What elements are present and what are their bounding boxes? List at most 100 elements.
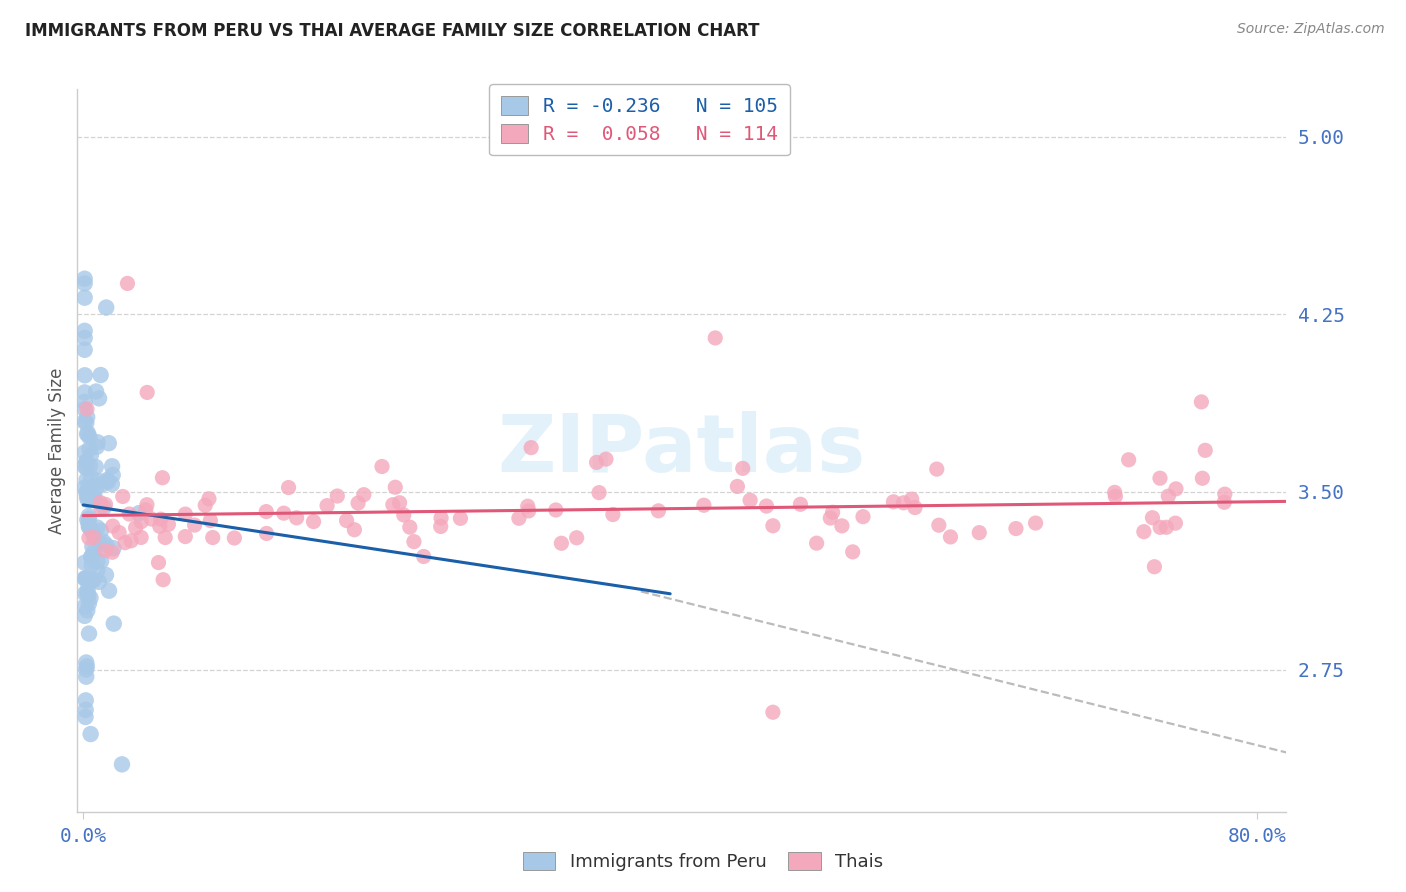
Point [73, 459, 96, 474]
Point [939, 530, 962, 544]
Point [1189, 395, 1212, 409]
Point [740, 493, 762, 508]
Point [520, 441, 543, 455]
Point [1191, 471, 1213, 485]
Point [83, 530, 105, 544]
Point [1104, 485, 1126, 500]
Point [75, 454, 97, 468]
Legend: R = -0.236   N = 105, R =  0.058   N = 114: R = -0.236 N = 105, R = 0.058 N = 114 [489, 85, 790, 155]
Point [94, 543, 117, 558]
Point [76, 513, 98, 527]
Point [77, 597, 100, 611]
Point [97, 475, 120, 489]
Point [90, 477, 112, 491]
Point [152, 573, 174, 587]
Point [82, 524, 104, 539]
Point [84, 492, 107, 507]
Text: Source: ZipAtlas.com: Source: ZipAtlas.com [1237, 22, 1385, 37]
Point [585, 455, 607, 469]
Point [114, 535, 136, 549]
Point [108, 525, 131, 540]
Point [136, 498, 159, 512]
Point [1213, 487, 1236, 501]
Point [77, 516, 100, 530]
Point [762, 705, 785, 719]
Point [103, 541, 125, 556]
Point [402, 534, 425, 549]
Point [1133, 524, 1156, 539]
Point [731, 461, 754, 475]
Point [87, 474, 110, 488]
Point [86, 520, 108, 534]
Point [392, 508, 415, 522]
Point [76, 603, 98, 617]
Point [762, 518, 785, 533]
Point [76, 402, 98, 417]
Point [73, 402, 96, 417]
Point [77, 588, 100, 602]
Point [76, 461, 98, 475]
Point [75, 572, 97, 586]
Point [1104, 489, 1126, 503]
Point [77, 481, 100, 495]
Point [429, 519, 451, 533]
Point [93, 500, 115, 515]
Point [336, 514, 359, 528]
Point [704, 331, 727, 345]
Point [90, 524, 112, 538]
Point [79, 458, 101, 473]
Point [83, 573, 105, 587]
Point [806, 536, 828, 550]
Point [76, 582, 98, 597]
Point [852, 509, 875, 524]
Point [1213, 495, 1236, 509]
Point [693, 498, 716, 512]
Point [925, 462, 948, 476]
Point [1157, 489, 1180, 503]
Point [516, 500, 538, 514]
Point [124, 521, 146, 535]
Point [1194, 443, 1216, 458]
Point [254, 505, 277, 519]
Point [353, 488, 375, 502]
Point [273, 506, 295, 520]
Point [75, 587, 97, 601]
Point [73, 331, 96, 345]
Point [96, 473, 118, 487]
Point [1149, 520, 1171, 534]
Point [73, 291, 96, 305]
Point [1118, 452, 1140, 467]
Point [194, 499, 217, 513]
Point [96, 301, 118, 315]
Point [302, 515, 325, 529]
Point [86, 435, 108, 450]
Point [1156, 520, 1178, 534]
Point [118, 507, 141, 521]
Point [882, 495, 904, 509]
Point [343, 523, 366, 537]
Point [1164, 516, 1187, 531]
Point [565, 531, 588, 545]
Point [77, 531, 100, 545]
Point [79, 727, 101, 741]
Point [1164, 482, 1187, 496]
Point [371, 459, 394, 474]
Point [412, 549, 434, 564]
Point [900, 492, 922, 507]
Point [101, 467, 124, 482]
Point [73, 277, 96, 291]
Point [755, 499, 778, 513]
Point [1005, 522, 1028, 536]
Point [83, 491, 105, 505]
Point [967, 525, 990, 540]
Point [84, 482, 107, 496]
Point [76, 486, 98, 500]
Point [347, 496, 370, 510]
Point [128, 506, 150, 520]
Point [820, 511, 842, 525]
Point [1142, 510, 1164, 524]
Point [79, 591, 101, 605]
Point [73, 343, 96, 357]
Point [77, 520, 100, 534]
Point [381, 498, 404, 512]
